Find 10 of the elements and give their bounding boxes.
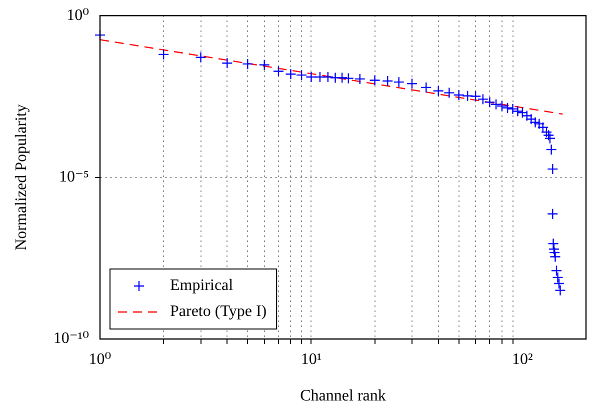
y-tick-label: 10⁰	[66, 6, 89, 24]
legend-label: Pareto (Type I)	[170, 303, 267, 320]
x-tick-label: 10⁰	[88, 350, 112, 368]
y-tick-label: 10⁻⁵	[58, 168, 89, 186]
x-tick-label: 10¹	[300, 350, 322, 368]
legend-label: Empirical	[170, 277, 234, 294]
x-axis-title: Channel rank	[300, 388, 386, 405]
y-tick-label: 10⁻¹⁰	[53, 330, 89, 348]
y-axis-title: Normalized Popularity	[12, 104, 30, 250]
x-tick-label: 10²	[512, 350, 534, 368]
